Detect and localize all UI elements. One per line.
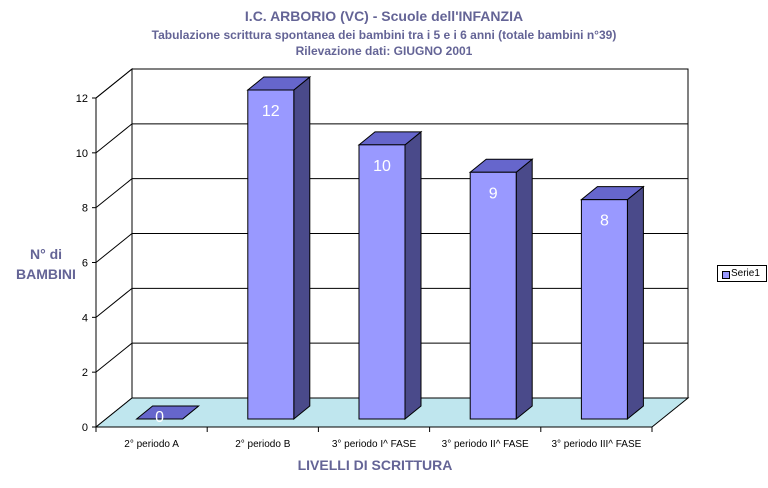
x-tick-label: 2° periodo B (235, 439, 290, 450)
data-label: 10 (373, 158, 391, 175)
legend-swatch (722, 271, 730, 279)
chart-subtitle-date: Rilevazione dati: GIUGNO 2001 (295, 44, 473, 58)
y-tick-label: 8 (82, 203, 88, 215)
y-tick-label: 6 (82, 258, 88, 270)
bar-side (293, 75, 311, 421)
y-tick-label: 2 (82, 367, 88, 379)
bar-top (135, 405, 201, 420)
y-axis-label-line1: N° di (29, 246, 63, 262)
x-tick-label: 3° periodo I^ FASE (332, 439, 417, 450)
legend: Serie1 (717, 265, 767, 282)
y-tick-label: 4 (82, 312, 88, 324)
y-axis-label-line2: BAMBINI (16, 266, 76, 282)
y-axis-label: N° di BAMBINI (2, 244, 90, 284)
gridline (95, 123, 688, 154)
gridline (95, 68, 688, 99)
chart-title: I.C. ARBORIO (VC) - Scuole dell'INFANZIA (244, 8, 524, 24)
bar-side (626, 185, 644, 421)
y-tick-label: 12 (76, 93, 88, 105)
data-label: 12 (262, 103, 280, 120)
bar-side (404, 130, 422, 421)
bar (469, 171, 517, 420)
bar-side (515, 158, 533, 421)
data-label: 8 (600, 213, 609, 230)
data-label: 9 (489, 185, 498, 202)
x-axis-label: LIVELLI DI SCRITTURA (297, 457, 453, 473)
x-tick-label: 2° periodo A (124, 439, 179, 450)
bar (247, 89, 295, 420)
bar (358, 144, 406, 420)
data-label: 0 (155, 409, 164, 426)
y-tick-label: 0 (82, 422, 88, 434)
legend-entry-label: Serie1 (731, 268, 760, 279)
bar (580, 199, 628, 420)
x-tick-label: 3° periodo III^ FASE (551, 439, 641, 450)
chart-subtitle: Tabulazione scrittura spontanea dei bamb… (151, 28, 617, 42)
x-tick-label: 3° periodo II^ FASE (442, 439, 529, 450)
y-tick-label: 10 (76, 148, 88, 160)
